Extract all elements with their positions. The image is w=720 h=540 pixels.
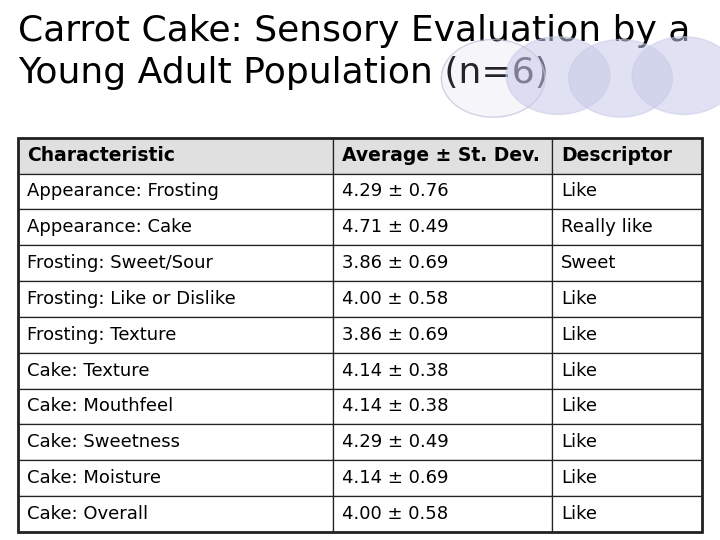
Bar <box>552 281 702 317</box>
Text: 4.14 ± 0.38: 4.14 ± 0.38 <box>342 397 449 415</box>
Text: 4.00 ± 0.58: 4.00 ± 0.58 <box>342 505 448 523</box>
Bar <box>18 496 333 532</box>
Bar <box>333 389 552 424</box>
Text: Like: Like <box>561 290 597 308</box>
Text: Characteristic: Characteristic <box>27 146 176 165</box>
Text: Carrot Cake: Sensory Evaluation by a
Young Adult Population (n=6): Carrot Cake: Sensory Evaluation by a You… <box>18 14 690 90</box>
Text: Cake: Overall: Cake: Overall <box>27 505 148 523</box>
Text: Like: Like <box>561 326 597 344</box>
Bar <box>552 317 702 353</box>
Text: 4.14 ± 0.69: 4.14 ± 0.69 <box>342 469 449 487</box>
Text: 4.14 ± 0.38: 4.14 ± 0.38 <box>342 362 449 380</box>
Text: 3.86 ± 0.69: 3.86 ± 0.69 <box>342 326 449 344</box>
Text: Cake: Texture: Cake: Texture <box>27 362 150 380</box>
Text: Sweet: Sweet <box>561 254 616 272</box>
Bar <box>333 210 552 245</box>
Text: 3.86 ± 0.69: 3.86 ± 0.69 <box>342 254 449 272</box>
Bar <box>552 496 702 532</box>
Text: Like: Like <box>561 397 597 415</box>
Bar <box>18 138 333 173</box>
Text: Average ± St. Dev.: Average ± St. Dev. <box>342 146 540 165</box>
Bar <box>333 138 552 173</box>
Text: Frosting: Texture: Frosting: Texture <box>27 326 176 344</box>
Bar <box>18 138 702 532</box>
Bar <box>552 389 702 424</box>
Bar <box>333 281 552 317</box>
Text: Like: Like <box>561 469 597 487</box>
Bar <box>552 173 702 210</box>
Bar <box>333 173 552 210</box>
Bar <box>333 245 552 281</box>
Bar <box>333 317 552 353</box>
Text: Really like: Really like <box>561 218 652 237</box>
Bar <box>18 424 333 460</box>
Bar <box>18 281 333 317</box>
Text: Appearance: Cake: Appearance: Cake <box>27 218 192 237</box>
Bar <box>18 317 333 353</box>
Text: 4.29 ± 0.49: 4.29 ± 0.49 <box>342 433 449 451</box>
Bar <box>18 353 333 389</box>
Bar <box>333 460 552 496</box>
Text: 4.71 ± 0.49: 4.71 ± 0.49 <box>342 218 449 237</box>
Text: Cake: Mouthfeel: Cake: Mouthfeel <box>27 397 174 415</box>
Bar <box>552 245 702 281</box>
Bar <box>552 138 702 173</box>
Bar <box>552 424 702 460</box>
Bar <box>552 460 702 496</box>
Text: 4.29 ± 0.76: 4.29 ± 0.76 <box>342 183 449 200</box>
Bar <box>18 173 333 210</box>
Text: Appearance: Frosting: Appearance: Frosting <box>27 183 219 200</box>
Bar <box>552 210 702 245</box>
Text: Frosting: Sweet/Sour: Frosting: Sweet/Sour <box>27 254 213 272</box>
Text: Like: Like <box>561 433 597 451</box>
Bar <box>18 389 333 424</box>
Bar <box>552 353 702 389</box>
Text: Cake: Sweetness: Cake: Sweetness <box>27 433 181 451</box>
Bar <box>18 245 333 281</box>
Bar <box>333 424 552 460</box>
Bar <box>18 460 333 496</box>
Bar <box>333 496 552 532</box>
Text: 4.00 ± 0.58: 4.00 ± 0.58 <box>342 290 448 308</box>
Text: Cake: Moisture: Cake: Moisture <box>27 469 161 487</box>
Text: Like: Like <box>561 183 597 200</box>
Bar <box>333 353 552 389</box>
Text: Frosting: Like or Dislike: Frosting: Like or Dislike <box>27 290 236 308</box>
Text: Descriptor: Descriptor <box>561 146 672 165</box>
Bar <box>18 210 333 245</box>
Text: Like: Like <box>561 362 597 380</box>
Text: Like: Like <box>561 505 597 523</box>
